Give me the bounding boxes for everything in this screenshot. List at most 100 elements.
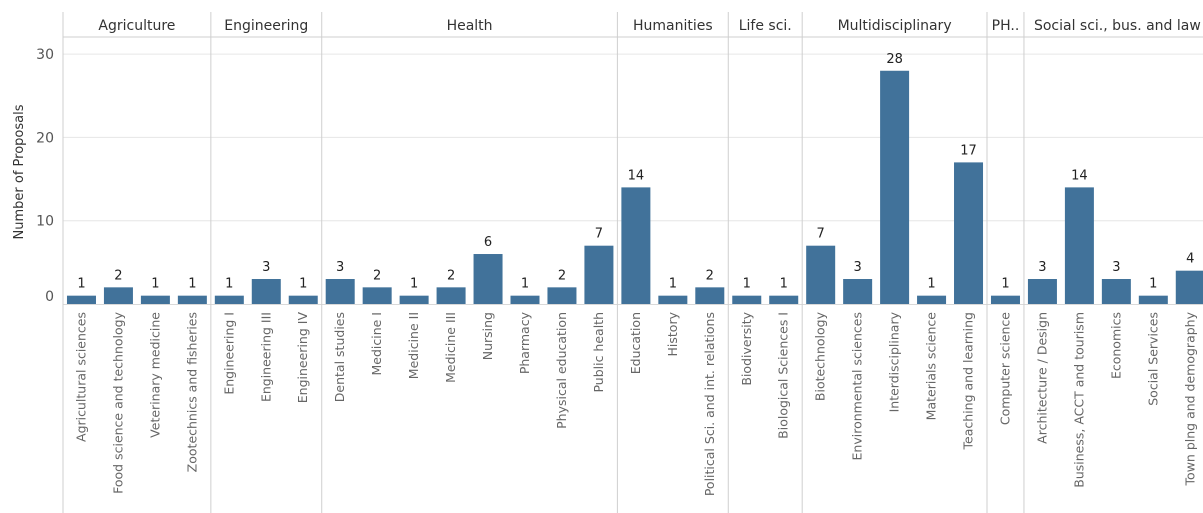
category-label: Biodiversity — [739, 311, 754, 385]
category-label: Physical education — [554, 312, 569, 429]
group-header-label: Life sci. — [739, 18, 792, 34]
data-label: 1 — [927, 277, 935, 292]
category-label: Engineering IV — [295, 312, 310, 404]
category-label: Agricultural sciences — [73, 312, 88, 442]
bar — [1027, 279, 1057, 304]
data-label: 7 — [595, 227, 603, 242]
group-dividers — [62, 12, 1203, 513]
category-label: Nursing — [480, 312, 495, 360]
bar — [695, 287, 725, 304]
bar — [658, 295, 688, 304]
y-axis: Number of Proposals 0 10 20 30 — [12, 47, 54, 305]
bars — [66, 70, 1203, 304]
data-label: 28 — [886, 52, 903, 67]
bar — [325, 279, 355, 304]
category-label: Materials science — [924, 312, 939, 421]
category-label: Teaching and learning — [961, 312, 976, 450]
group-header-label: Engineering — [224, 18, 308, 34]
category-label: Biological Sciences I — [776, 312, 791, 439]
group-header-label: Health — [447, 18, 493, 34]
data-label: 1 — [1001, 277, 1009, 292]
data-label: 17 — [960, 143, 977, 158]
bar — [214, 295, 244, 304]
data-label: 1 — [188, 277, 196, 292]
category-label: Biotechnology — [813, 311, 828, 401]
group-header-label: Agriculture — [98, 18, 175, 34]
bar — [1175, 270, 1203, 304]
category-label: Political Sci. and int. relations — [702, 312, 717, 496]
data-label: 2 — [373, 268, 381, 283]
bar — [251, 279, 281, 304]
bar — [954, 162, 984, 304]
data-label: 1 — [521, 277, 529, 292]
bar — [584, 245, 614, 304]
data-label: 1 — [151, 277, 159, 292]
y-tick-label: 30 — [36, 47, 54, 63]
bar — [1064, 187, 1094, 304]
data-label: 2 — [706, 268, 714, 283]
data-label: 3 — [1038, 260, 1046, 275]
category-label: Food science and technology — [110, 311, 125, 493]
bar — [140, 295, 170, 304]
bar — [547, 287, 577, 304]
category-label: Dental studies — [332, 312, 347, 402]
y-tick-label: 20 — [36, 130, 54, 146]
bar — [436, 287, 466, 304]
bar — [399, 295, 429, 304]
category-labels: Agricultural sciences Food science and te… — [73, 311, 1197, 496]
data-label: 3 — [1112, 260, 1120, 275]
data-label: 1 — [1149, 277, 1157, 292]
category-label: Medicine II — [406, 312, 421, 379]
y-axis-label: Number of Proposals — [12, 104, 27, 239]
category-label: Public health — [591, 312, 606, 393]
data-label: 1 — [299, 277, 307, 292]
group-header-label: PH.. — [992, 18, 1020, 34]
data-label: 1 — [77, 277, 85, 292]
bar — [732, 295, 762, 304]
group-header-label: Social sci., bus. and law — [1034, 18, 1201, 34]
bar — [917, 295, 947, 304]
category-label: Zootechnics and fisheries — [184, 312, 199, 472]
data-label: 3 — [853, 260, 861, 275]
bar — [843, 279, 873, 304]
data-label: 2 — [114, 268, 122, 283]
category-label: Veterinary medicine — [147, 312, 162, 438]
bar — [880, 70, 910, 304]
category-label: Economics — [1108, 312, 1123, 379]
bar — [66, 295, 96, 304]
group-headers: Agriculture Engineering Health Humanities Li… — [98, 18, 1200, 34]
data-label: 1 — [669, 277, 677, 292]
category-label: Medicine I — [369, 312, 384, 376]
category-label: History — [665, 311, 680, 356]
bar — [621, 187, 651, 304]
bar — [806, 245, 836, 304]
data-label: 2 — [447, 268, 455, 283]
data-label: 14 — [628, 168, 645, 183]
bar — [510, 295, 540, 304]
category-label: Education — [628, 312, 643, 374]
category-label: Town plng and demography — [1182, 311, 1197, 486]
category-label: Pharmacy — [517, 311, 532, 374]
bar — [362, 287, 392, 304]
bar — [1138, 295, 1168, 304]
category-label: Architecture / Design — [1034, 312, 1049, 444]
data-label: 14 — [1071, 168, 1088, 183]
data-label: 6 — [484, 235, 492, 250]
bar — [103, 287, 133, 304]
bar — [288, 295, 318, 304]
category-label: Interdisciplinary — [887, 311, 902, 412]
bar — [177, 295, 207, 304]
data-label: 2 — [558, 268, 566, 283]
data-label: 3 — [262, 260, 270, 275]
data-label: 7 — [817, 227, 825, 242]
data-label: 1 — [780, 277, 788, 292]
data-label: 1 — [410, 277, 418, 292]
data-label: 1 — [743, 277, 751, 292]
category-label: Medicine III — [443, 312, 458, 383]
category-label: Business, ACCT and tourism — [1071, 312, 1086, 488]
category-label: Computer science — [997, 312, 1012, 425]
data-label: 3 — [336, 260, 344, 275]
data-label: 1 — [225, 277, 233, 292]
